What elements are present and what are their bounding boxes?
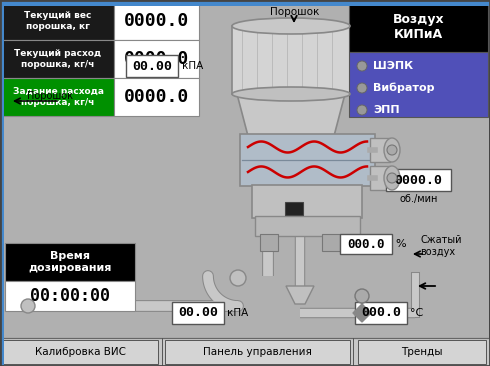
Text: 000.0: 000.0: [347, 238, 385, 250]
Bar: [285, 202, 303, 215]
Polygon shape: [286, 286, 314, 304]
Bar: [2, 40, 114, 78]
Text: Вибратор: Вибратор: [373, 83, 435, 93]
Text: 0000.0: 0000.0: [124, 88, 189, 106]
Text: 00:00:00: 00:00:00: [30, 287, 110, 305]
Bar: [5, 243, 135, 281]
Bar: [3, 340, 158, 364]
Circle shape: [357, 83, 367, 93]
Bar: [370, 138, 390, 162]
Text: кПА: кПА: [182, 61, 203, 71]
Text: Панель управления: Панель управления: [203, 347, 312, 357]
Text: %: %: [395, 239, 406, 249]
Circle shape: [387, 145, 397, 155]
Text: Текущий расход
порошка, кг/ч: Текущий расход порошка, кг/ч: [14, 49, 101, 69]
Text: об./мин: об./мин: [399, 194, 438, 204]
Bar: [349, 2, 488, 52]
Text: кПА: кПА: [227, 308, 248, 318]
Bar: [114, 2, 199, 40]
Bar: [232, 26, 350, 94]
Ellipse shape: [384, 138, 400, 162]
Text: 0000.0: 0000.0: [394, 173, 442, 187]
Bar: [114, 78, 199, 116]
Text: Время
дозирования: Время дозирования: [28, 251, 112, 273]
Bar: [114, 40, 199, 78]
Bar: [322, 234, 340, 251]
Polygon shape: [353, 304, 371, 313]
Bar: [2, 2, 114, 40]
Circle shape: [230, 270, 246, 286]
Text: Порошок: Порошок: [270, 7, 319, 17]
Text: 0000.0: 0000.0: [124, 12, 189, 30]
Bar: [358, 340, 486, 364]
Polygon shape: [237, 94, 345, 136]
Text: Сжатый
воздух: Сжатый воздух: [420, 235, 462, 257]
Bar: [349, 52, 488, 117]
Bar: [2, 78, 114, 116]
Ellipse shape: [232, 87, 350, 101]
Text: ШЭПК: ШЭПК: [373, 61, 413, 71]
Text: 00.00: 00.00: [178, 306, 218, 320]
Bar: [386, 169, 451, 191]
Text: Порошок: Порошок: [27, 91, 73, 101]
Bar: [260, 234, 278, 251]
Circle shape: [21, 299, 35, 313]
Bar: [370, 166, 390, 190]
Polygon shape: [353, 313, 371, 322]
Bar: [0, 0, 4, 366]
Bar: [126, 55, 178, 77]
Bar: [165, 340, 350, 364]
Text: ЭПП: ЭПП: [373, 105, 400, 115]
Text: Воздух
КИПиА: Воздух КИПиА: [392, 13, 444, 41]
Bar: [172, 302, 224, 324]
Text: 00.00: 00.00: [132, 60, 172, 72]
Bar: [0, 338, 490, 366]
Text: 000.0: 000.0: [361, 306, 401, 320]
Text: 0000.0: 0000.0: [124, 50, 189, 68]
Bar: [355, 302, 407, 324]
Bar: [240, 134, 375, 186]
Text: Задание расхода
порошка, кг/ч: Задание расхода порошка, кг/ч: [13, 87, 103, 107]
Bar: [255, 216, 360, 236]
Circle shape: [355, 289, 369, 303]
Circle shape: [357, 61, 367, 71]
Bar: [5, 281, 135, 311]
Ellipse shape: [384, 166, 400, 190]
Text: °С: °С: [410, 308, 423, 318]
Bar: [0, 0, 490, 6]
Circle shape: [357, 105, 367, 115]
Text: Калибровка ВИС: Калибровка ВИС: [35, 347, 126, 357]
Bar: [252, 185, 362, 218]
Text: Тренды: Тренды: [401, 347, 443, 357]
Ellipse shape: [232, 18, 350, 34]
Circle shape: [387, 173, 397, 183]
Text: Текущий вес
порошка, кг: Текущий вес порошка, кг: [24, 11, 92, 31]
Bar: [340, 234, 392, 254]
